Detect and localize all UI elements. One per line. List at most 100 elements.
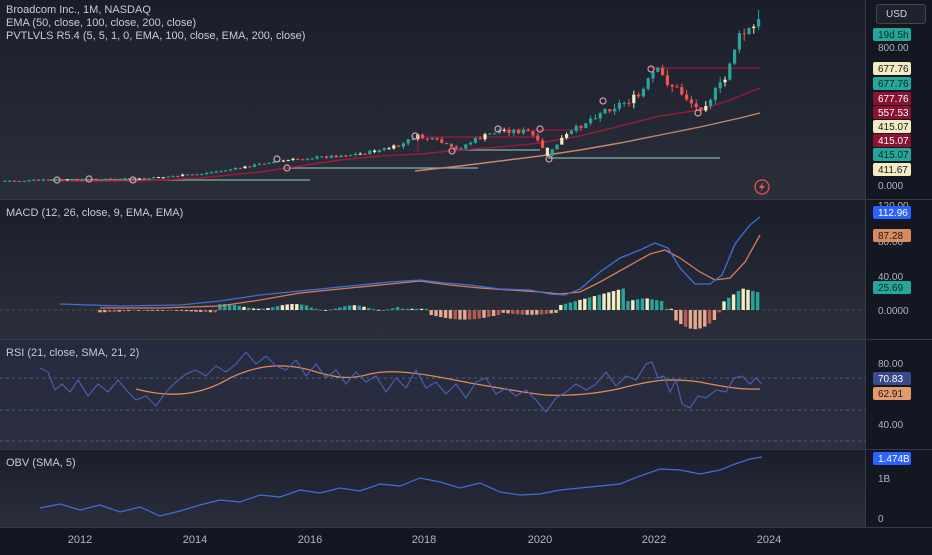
- price-candle: [243, 165, 247, 169]
- price-candle: [651, 71, 655, 83]
- macd-histogram-bar: [395, 307, 400, 310]
- macd-signal-line: [100, 234, 761, 309]
- macd-legend[interactable]: MACD (12, 26, close, 9, EMA, EMA): [6, 207, 184, 219]
- price-candle: [305, 157, 309, 161]
- macd-histogram-bar: [122, 310, 126, 312]
- price-pane[interactable]: [0, 0, 865, 199]
- lightning-icon[interactable]: [754, 179, 770, 195]
- macd-histogram-bar: [530, 310, 534, 315]
- price-candle: [699, 107, 703, 112]
- macd-histogram-bar: [160, 310, 165, 311]
- chart-legend: Broadcom Inc., 1M, NASDAQ EMA (50, close…: [6, 4, 305, 43]
- price-candle: [449, 143, 453, 147]
- price-candle: [584, 123, 588, 129]
- price-candle: [526, 127, 530, 132]
- macd-histogram-bar: [218, 304, 222, 310]
- svg-text:25.69: 25.69: [878, 283, 903, 294]
- ema-legend[interactable]: EMA (50, close, 100, close, 200, close): [6, 17, 197, 29]
- pivot-markers: [53, 65, 702, 184]
- macd-histogram-bar: [717, 310, 721, 313]
- macd-histogram-bar: [731, 294, 736, 310]
- price-candle: [641, 87, 645, 98]
- pvtlvls-legend[interactable]: PVTLVLS R5.4 (5, 5, 1, 0, EMA, 100, clos…: [6, 30, 306, 42]
- svg-text:62.91: 62.91: [878, 389, 903, 400]
- price-candle: [80, 178, 84, 182]
- macd-histogram: [98, 288, 760, 330]
- price-candle: [512, 128, 516, 136]
- price-candle: [209, 171, 213, 174]
- price-candle: [425, 138, 429, 142]
- time-axis[interactable]: [0, 527, 932, 550]
- rsi-pane[interactable]: [0, 340, 865, 449]
- price-candle: [171, 175, 175, 178]
- macd-histogram-bar: [544, 310, 549, 314]
- price-candle: [51, 179, 55, 181]
- price-candle: [94, 178, 98, 182]
- price-candle: [694, 99, 698, 111]
- price-candle: [685, 90, 689, 102]
- rsi-bands: [0, 377, 865, 442]
- macd-histogram-bar: [467, 310, 472, 320]
- price-axis-badge: 557.53: [873, 106, 911, 119]
- price-candle: [632, 90, 636, 109]
- macd-histogram-bar: [520, 310, 525, 315]
- price-candle: [661, 64, 665, 76]
- macd-histogram-bar: [453, 310, 457, 320]
- macd-histogram-bar: [223, 304, 227, 310]
- macd-histogram-bar: [208, 310, 213, 313]
- macd-histogram-bar: [669, 308, 673, 310]
- macd-axis-tick: 40.00: [878, 272, 903, 283]
- macd-axis-tick: 0.0000: [878, 306, 909, 317]
- rsi-legend[interactable]: RSI (21, close, SMA, 21, 2): [6, 347, 140, 359]
- rsi-axis-tick: 40.00: [878, 420, 903, 431]
- price-candle: [224, 169, 228, 172]
- price-candle: [742, 28, 746, 41]
- macd-histogram-bar: [741, 288, 745, 310]
- price-candle: [27, 179, 31, 183]
- price-candle: [593, 114, 597, 120]
- macd-histogram-bar: [251, 308, 256, 310]
- macd-histogram-bar: [314, 308, 318, 310]
- macd-histogram-bar: [232, 304, 237, 310]
- price-candle: [560, 135, 564, 145]
- macd-histogram-bar: [295, 304, 299, 310]
- macd-pane[interactable]: [0, 200, 865, 339]
- price-candle: [752, 24, 756, 34]
- svg-text:677.76: 677.76: [878, 94, 909, 105]
- price-axis-badge: 411.67: [873, 163, 911, 176]
- price-candle: [166, 176, 170, 178]
- svg-text:677.76: 677.76: [878, 79, 909, 90]
- macd-histogram-bar: [103, 310, 107, 313]
- price-candle: [713, 87, 717, 105]
- macd-histogram-bar: [415, 308, 419, 310]
- price-candle: [493, 132, 497, 135]
- macd-histogram-bar: [443, 310, 448, 318]
- macd-histogram-bar: [727, 297, 731, 310]
- currency-button[interactable]: USD: [876, 4, 926, 24]
- macd-histogram-bar: [419, 308, 424, 310]
- price-candle: [8, 180, 12, 182]
- macd-histogram-bar: [165, 310, 169, 311]
- price-candle: [219, 170, 223, 173]
- macd-histogram-bar: [285, 304, 289, 310]
- macd-histogram-bar: [107, 310, 112, 313]
- symbol-title[interactable]: Broadcom Inc., 1M, NASDAQ: [6, 4, 151, 16]
- macd-histogram-bar: [583, 298, 587, 310]
- price-candle: [109, 177, 113, 180]
- svg-text:70.83: 70.83: [878, 374, 903, 385]
- macd-histogram-bar: [587, 297, 592, 310]
- macd-histogram-bar: [189, 310, 193, 312]
- price-candle: [555, 144, 559, 150]
- macd-histogram-bar: [458, 310, 462, 320]
- price-candle: [733, 49, 737, 66]
- axis-badges: 19d 5h 677.76 677.76 677.76 557.53 415.07 415.…: [873, 28, 911, 465]
- macd-line: [59, 216, 761, 307]
- macd-histogram-bar: [194, 310, 198, 312]
- obv-pane[interactable]: [0, 450, 865, 527]
- macd-histogram-bar: [175, 310, 179, 311]
- price-candle: [185, 174, 189, 176]
- price-candle: [507, 127, 511, 137]
- obv-legend[interactable]: OBV (SMA, 5): [6, 457, 76, 469]
- price-candle: [46, 179, 50, 181]
